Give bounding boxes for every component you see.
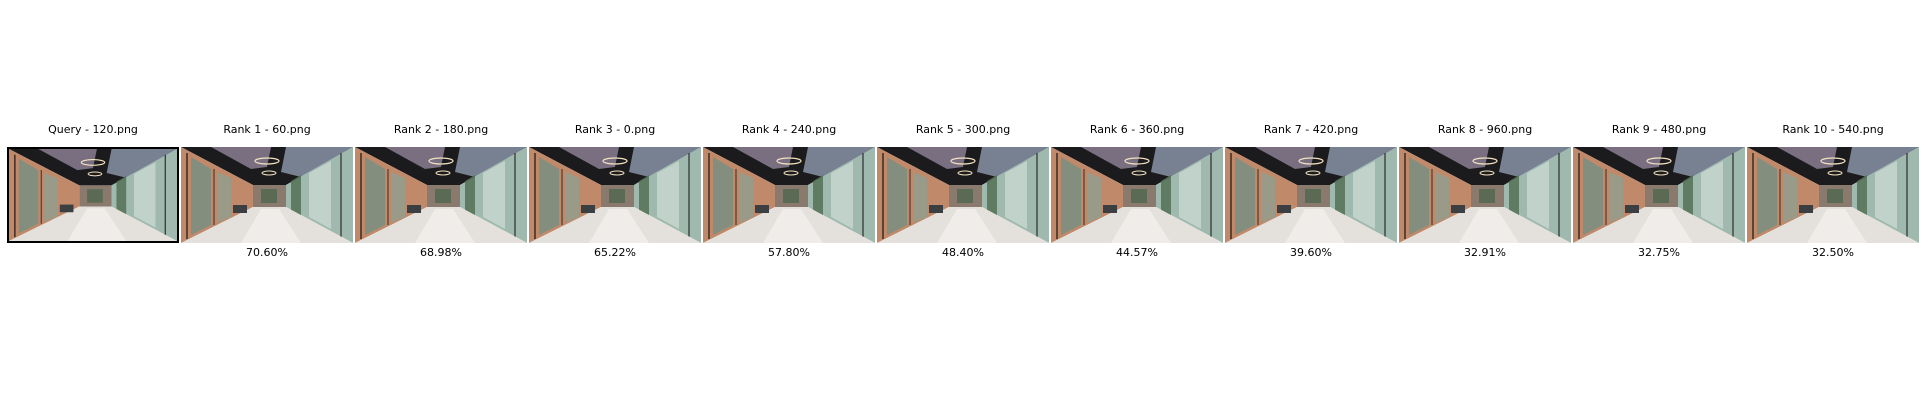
result-image <box>1573 147 1745 243</box>
similarity-score: 57.80% <box>768 246 810 259</box>
result-image <box>1747 147 1919 243</box>
result-title: Rank 2 - 180.png <box>393 123 489 136</box>
result-title: Rank 10 - 540.png <box>1782 123 1884 136</box>
result-title: Rank 8 - 960.png <box>1437 123 1533 136</box>
similarity-score: 32.91% <box>1464 246 1506 259</box>
similarity-score: 32.50% <box>1812 246 1854 259</box>
result-title: Rank 3 - 0.png <box>574 123 656 136</box>
result-title: Rank 1 - 60.png <box>223 123 311 136</box>
result-image <box>529 147 701 243</box>
result-title: Rank 4 - 240.png <box>741 123 837 136</box>
result-title: Rank 5 - 300.png <box>915 123 1011 136</box>
result-title: Rank 7 - 420.png <box>1263 123 1359 136</box>
result-image <box>703 147 875 243</box>
result-image <box>877 147 1049 243</box>
similarity-score: 32.75% <box>1638 246 1680 259</box>
result-image <box>1399 147 1571 243</box>
similarity-score: 70.60% <box>246 246 288 259</box>
result-image <box>181 147 353 243</box>
similarity-score: 48.40% <box>942 246 984 259</box>
similarity-score: 68.98% <box>420 246 462 259</box>
result-title: Rank 6 - 360.png <box>1089 123 1185 136</box>
similarity-score: 65.22% <box>594 246 636 259</box>
result-image <box>1225 147 1397 243</box>
similarity-score: 44.57% <box>1116 246 1158 259</box>
result-image <box>355 147 527 243</box>
similarity-score: 39.60% <box>1290 246 1332 259</box>
query-title: Query - 120.png <box>48 123 138 136</box>
query-image <box>7 147 179 243</box>
result-image <box>1051 147 1223 243</box>
result-title: Rank 9 - 480.png <box>1611 123 1707 136</box>
